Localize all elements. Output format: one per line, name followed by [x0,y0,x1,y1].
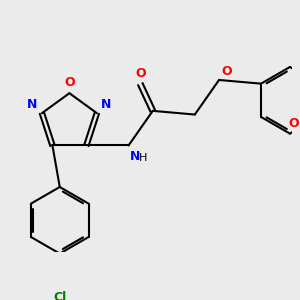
Text: H: H [139,153,147,163]
Text: N: N [130,150,140,163]
Text: O: O [135,67,146,80]
Text: O: O [64,76,75,89]
Text: Cl: Cl [53,291,66,300]
Text: N: N [101,98,112,111]
Text: N: N [27,98,38,111]
Text: O: O [221,65,232,78]
Text: O: O [288,117,298,130]
